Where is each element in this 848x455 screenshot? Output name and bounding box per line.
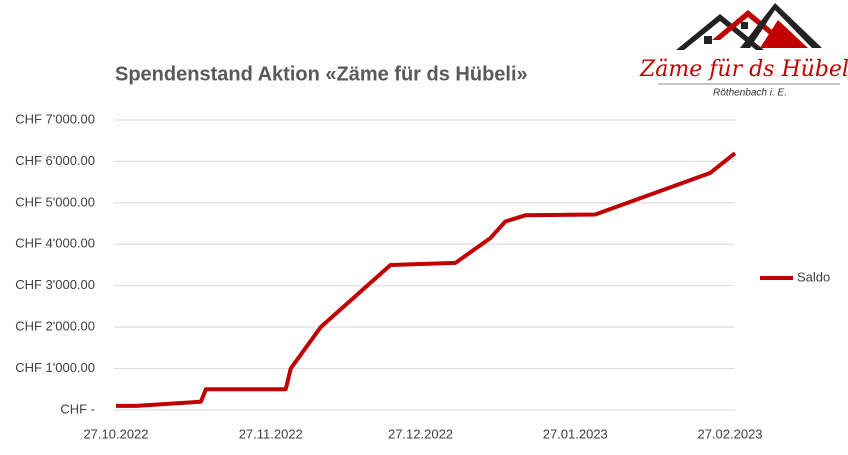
x-tick-label: 27.02.2023: [697, 426, 762, 441]
logo-name: Zäme für ds Hübeli: [639, 57, 848, 82]
legend-label: Saldo: [797, 269, 830, 284]
roof: [676, 14, 764, 50]
line-series: [116, 151, 737, 408]
x-tick-label: 27.10.2022: [83, 426, 148, 441]
logo: Zäme für ds Hübeli Röthenbach i. E.: [639, 3, 848, 99]
y-tick-label: CHF 3'000.00: [15, 277, 95, 292]
y-tick-label: CHF -: [60, 401, 95, 416]
window: [704, 36, 712, 44]
x-tick-label: 27.12.2022: [388, 426, 453, 441]
roof: [760, 20, 808, 48]
roof: [740, 3, 822, 48]
window: [741, 22, 748, 29]
x-tick-label: 27.01.2023: [543, 426, 608, 441]
logo-place: Röthenbach i. E.: [713, 88, 787, 99]
chart-title: Spendenstand Aktion «Zäme für ds Hübeli»: [115, 63, 528, 85]
y-tick-label: CHF 5'000.00: [15, 194, 95, 209]
y-tick-label: CHF 4'000.00: [15, 236, 95, 251]
y-tick-label: CHF 7'000.00: [15, 111, 95, 126]
y-tick-label: CHF 1'000.00: [15, 360, 95, 375]
y-tick-label: CHF 2'000.00: [15, 319, 95, 334]
y-tick-label: CHF 6'000.00: [15, 153, 95, 168]
x-tick-label: 27.11.2022: [239, 426, 303, 441]
